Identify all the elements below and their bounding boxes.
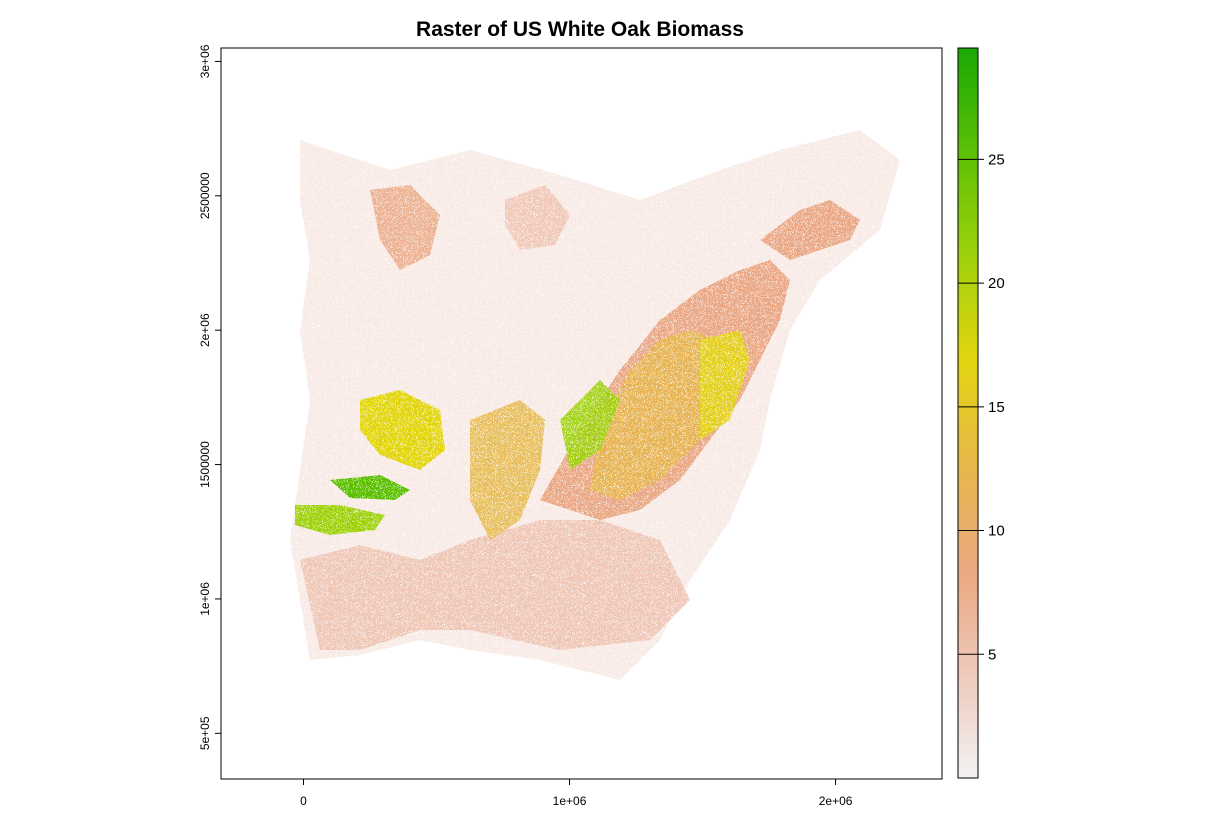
x-tick-label: 2e+06 bbox=[819, 794, 853, 808]
y-tick-label: 2e+06 bbox=[198, 313, 212, 347]
y-tick-label: 5e+05 bbox=[198, 716, 212, 750]
raster-ozark-1 bbox=[360, 390, 445, 470]
x-axis: 0 1e+06 2e+06 bbox=[300, 779, 853, 808]
colorbar-gradient bbox=[958, 48, 978, 778]
raster-south-band bbox=[300, 520, 690, 650]
raster-ozark-3 bbox=[295, 505, 385, 535]
raster-blue-ridge bbox=[700, 330, 750, 440]
raster-ozark-2 bbox=[330, 475, 410, 500]
colorbar-tick-label: 5 bbox=[988, 646, 996, 663]
colorbar: 5 10 15 20 25 bbox=[957, 47, 1005, 779]
colorbar-tick-label: 15 bbox=[988, 399, 1005, 416]
colorbar-frame bbox=[957, 47, 979, 779]
chart-title: Raster of US White Oak Biomass bbox=[416, 18, 744, 41]
x-tick-label: 1e+06 bbox=[553, 794, 587, 808]
raster-cumberland bbox=[560, 380, 620, 470]
raster-ohio-valley bbox=[470, 400, 545, 540]
y-axis: 5e+05 1e+06 1500000 2e+06 2500000 3e+06 bbox=[198, 44, 221, 750]
y-tick-label: 1500000 bbox=[198, 441, 212, 488]
y-tick-label: 2500000 bbox=[198, 172, 212, 219]
x-tick-label: 0 bbox=[300, 794, 307, 808]
biomass-raster bbox=[290, 130, 900, 680]
y-tick-label: 3e+06 bbox=[198, 44, 212, 78]
y-tick-label: 1e+06 bbox=[198, 582, 212, 616]
colorbar-tick-label: 10 bbox=[988, 523, 1005, 540]
raster-midwest-west bbox=[370, 185, 440, 270]
raster-northeast bbox=[760, 200, 860, 260]
raster-midwest-north bbox=[505, 185, 570, 250]
colorbar-tick-label: 25 bbox=[988, 151, 1005, 168]
plot-frame bbox=[220, 47, 943, 780]
colorbar-tick-label: 20 bbox=[988, 275, 1005, 292]
